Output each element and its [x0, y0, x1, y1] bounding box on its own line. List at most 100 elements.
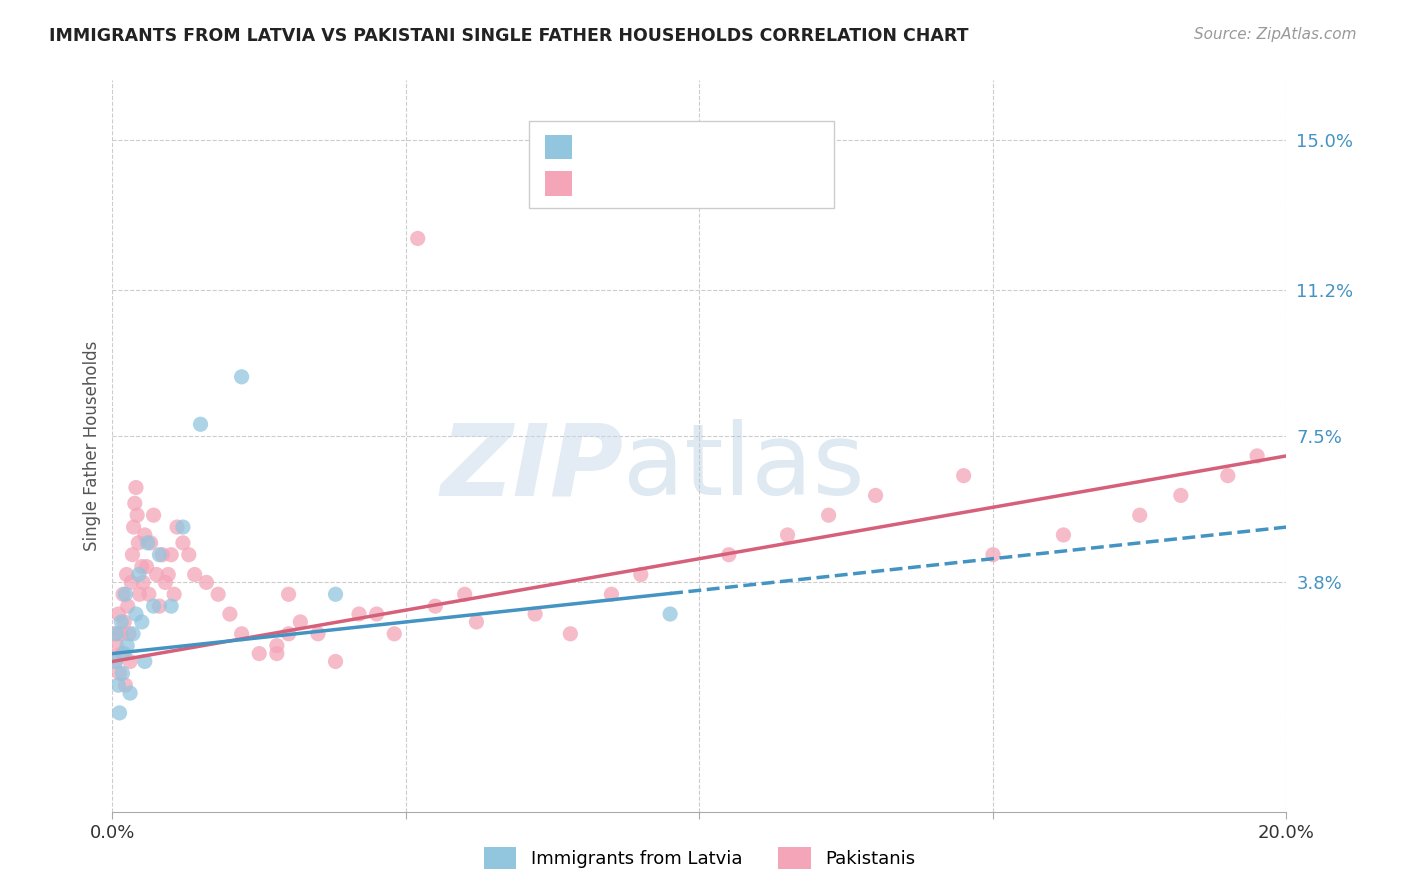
Point	[127, 508, 149, 523]
Point	[111, 647, 134, 661]
Point	[231, 369, 253, 384]
Point	[120, 575, 142, 590]
Point	[115, 567, 138, 582]
Point	[136, 536, 159, 550]
Point	[145, 567, 167, 582]
Point	[277, 627, 299, 641]
Point	[110, 627, 132, 641]
Point	[142, 599, 165, 614]
Point	[107, 678, 129, 692]
Text: IMMIGRANTS FROM LATVIA VS PAKISTANI SINGLE FATHER HOUSEHOLDS CORRELATION CHART: IMMIGRANTS FROM LATVIA VS PAKISTANI SING…	[49, 27, 969, 45]
Point	[150, 548, 173, 562]
Text: atlas: atlas	[623, 419, 865, 516]
Point	[134, 528, 156, 542]
Point	[277, 587, 299, 601]
Point	[600, 587, 623, 601]
Text: 74: 74	[711, 175, 735, 193]
Point	[105, 627, 128, 641]
Point	[122, 627, 145, 641]
Point	[560, 627, 582, 641]
Point	[1129, 508, 1152, 523]
Point	[122, 520, 145, 534]
Point	[105, 639, 128, 653]
Point	[118, 627, 141, 641]
Point	[104, 655, 127, 669]
Text: ZIP: ZIP	[440, 419, 623, 516]
Point	[266, 647, 288, 661]
Point	[1216, 468, 1239, 483]
Point	[117, 599, 139, 614]
Point	[120, 686, 142, 700]
Point	[112, 615, 135, 629]
Point	[1246, 449, 1268, 463]
Point	[128, 567, 150, 582]
Point	[817, 508, 839, 523]
Point	[160, 548, 183, 562]
Point	[108, 706, 131, 720]
Point	[114, 678, 136, 692]
Point	[630, 567, 652, 582]
Point	[160, 599, 183, 614]
Text: R =: R =	[585, 175, 623, 193]
Text: 0.269: 0.269	[616, 175, 673, 193]
FancyBboxPatch shape	[544, 135, 572, 159]
Point	[134, 655, 156, 669]
Y-axis label: Single Father Households: Single Father Households	[83, 341, 101, 551]
Point	[127, 536, 149, 550]
Point	[325, 655, 347, 669]
Point	[952, 468, 974, 483]
Point	[981, 548, 1004, 562]
Point	[139, 536, 162, 550]
Point	[325, 587, 347, 601]
Text: 0.195: 0.195	[616, 138, 673, 156]
Point	[125, 481, 148, 495]
Point	[108, 666, 131, 681]
Point	[104, 655, 127, 669]
Point	[776, 528, 799, 542]
Point	[124, 496, 146, 510]
Point	[111, 666, 134, 681]
Legend: Immigrants from Latvia, Pakistanis: Immigrants from Latvia, Pakistanis	[477, 839, 922, 876]
Text: R =: R =	[585, 138, 623, 156]
Point	[247, 647, 270, 661]
Point	[138, 587, 160, 601]
Point	[131, 615, 153, 629]
Point	[166, 520, 188, 534]
Point	[865, 488, 887, 502]
Point	[406, 231, 429, 245]
Point	[1170, 488, 1192, 502]
Point	[207, 587, 229, 601]
Point	[1052, 528, 1074, 542]
Point	[366, 607, 388, 621]
Point	[659, 607, 682, 621]
Point	[290, 615, 312, 629]
Text: Source: ZipAtlas.com: Source: ZipAtlas.com	[1194, 27, 1357, 42]
Point	[219, 607, 242, 621]
Point	[112, 647, 135, 661]
Text: 24: 24	[711, 138, 735, 156]
Point	[120, 655, 142, 669]
Point	[172, 536, 194, 550]
Point	[382, 627, 405, 641]
Point	[425, 599, 447, 614]
Point	[157, 567, 180, 582]
Text: N =: N =	[665, 138, 717, 156]
Point	[148, 599, 170, 614]
Point	[121, 548, 143, 562]
Point	[454, 587, 477, 601]
Point	[112, 587, 135, 601]
Point	[347, 607, 370, 621]
Text: N =: N =	[665, 175, 717, 193]
Point	[128, 587, 150, 601]
Point	[114, 587, 136, 601]
Point	[103, 627, 125, 641]
Point	[177, 548, 200, 562]
Point	[115, 639, 138, 653]
Point	[183, 567, 205, 582]
Point	[231, 627, 253, 641]
Point	[190, 417, 212, 432]
Point	[163, 587, 186, 601]
Point	[132, 575, 155, 590]
FancyBboxPatch shape	[544, 171, 572, 196]
Point	[465, 615, 488, 629]
